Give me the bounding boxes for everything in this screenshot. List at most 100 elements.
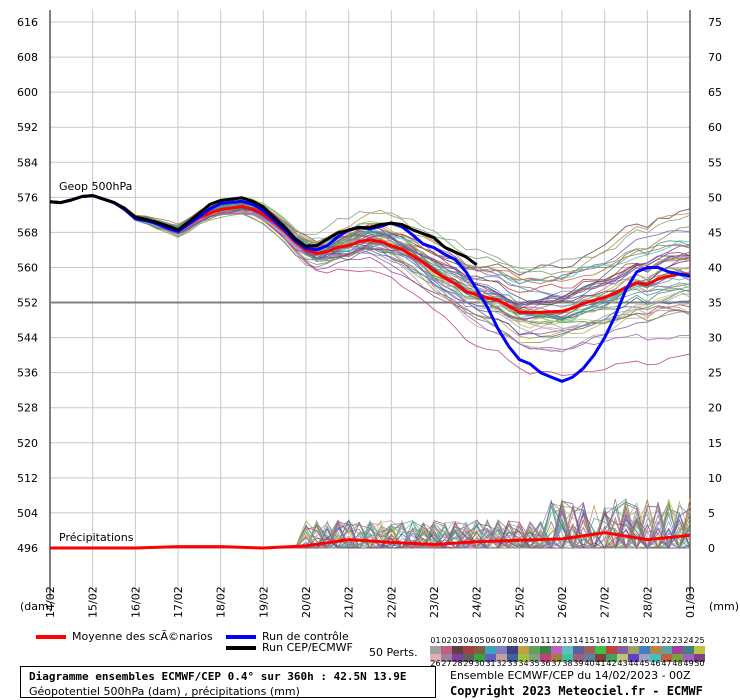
perturbation-line xyxy=(49,195,691,344)
perturbation-color-key: 01 26 02 27 03 28 04 29 05 30 06 31 07 32 08 33 09 34 10 35… xyxy=(430,636,706,668)
pert-color-swatch xyxy=(595,654,606,662)
x-tick: 21/02 xyxy=(343,586,356,618)
pert-color-swatch xyxy=(562,654,573,662)
pert-color-swatch xyxy=(562,646,573,654)
y-right-tick: 35 xyxy=(708,297,722,310)
pert-color-swatch xyxy=(474,646,485,654)
y-right-tick: 15 xyxy=(708,437,722,450)
y-left-tick: 496 xyxy=(17,542,38,555)
ensemble-chart: 6166086005925845765685605525445365285205… xyxy=(17,10,739,618)
precip-annotation: Précipitations xyxy=(59,531,134,544)
legend-mean-label: Moyenne des scÃ©narios xyxy=(72,630,213,643)
pert-color-swatch xyxy=(661,646,672,654)
pert-color-swatch xyxy=(441,646,452,654)
y-right-tick: 75 xyxy=(708,16,722,29)
y-right-tick: 30 xyxy=(708,332,722,345)
pert-number: 19 xyxy=(628,636,639,645)
pert-number: 03 xyxy=(452,636,463,645)
pert-number: 10 xyxy=(529,636,540,645)
pert-color-swatch xyxy=(606,654,617,662)
info-box: Diagramme ensembles ECMWF/CEP 0.4° sur 3… xyxy=(20,666,436,698)
y-right-tick: 20 xyxy=(708,402,722,415)
y-right-tick: 0 xyxy=(708,542,715,555)
pert-color-swatch xyxy=(485,646,496,654)
pert-number: 26 xyxy=(430,659,441,668)
pert-color-swatch xyxy=(683,654,694,662)
pert-number: 24 xyxy=(683,636,694,645)
x-tick: 28/02 xyxy=(641,586,654,618)
y-right-tick: 25 xyxy=(708,367,722,380)
x-tick: 27/02 xyxy=(599,586,612,618)
perturbation-lines xyxy=(49,194,691,550)
legend-control-swatch xyxy=(226,635,256,639)
pert-number: 29 xyxy=(463,659,474,668)
perturbation-line xyxy=(49,194,691,271)
y-left-tick: 536 xyxy=(17,367,38,380)
pert-color-swatch xyxy=(584,646,595,654)
x-tick: 22/02 xyxy=(385,586,398,618)
pert-number: 25 xyxy=(694,636,705,645)
pert-number: 05 xyxy=(474,636,485,645)
info-subtitle: Géopotentiel 500hPa (dam) , précipitatio… xyxy=(29,685,300,698)
pert-color-swatch xyxy=(529,654,540,662)
x-tick: 16/02 xyxy=(129,586,142,618)
perturbation-line xyxy=(49,195,691,318)
pert-color-swatch xyxy=(650,654,661,662)
pert-number: 06 xyxy=(485,636,496,645)
y-left-tick: 592 xyxy=(17,121,38,134)
x-tick-labels: 14/02 15/02 16/02 17/02 18/02 19/02 20/02 21/02… xyxy=(44,586,697,618)
legend-control: Run de contrôle xyxy=(226,630,349,643)
pert-number: 48 xyxy=(672,659,683,668)
pert-color-swatch xyxy=(672,654,683,662)
pert-number: 02 xyxy=(441,636,452,645)
pert-number: 07 xyxy=(496,636,507,645)
pert-number: 23 xyxy=(672,636,683,645)
y-left-tick: 560 xyxy=(17,261,38,274)
pert-number: 30 xyxy=(474,659,485,668)
copyright: Copyright 2023 Meteociel.fr - ECMWF xyxy=(450,684,703,698)
pert-number: 44 xyxy=(628,659,639,668)
pert-color-swatch xyxy=(628,646,639,654)
pert-color-swatch xyxy=(430,654,441,662)
y-right-tick: 60 xyxy=(708,121,722,134)
y-left-tick: 568 xyxy=(17,226,38,239)
geop-annotation: Geop 500hPa xyxy=(59,180,132,193)
pert-number: 49 xyxy=(683,659,694,668)
pert-color-swatch xyxy=(463,654,474,662)
y-right-tick: 10 xyxy=(708,472,722,485)
pert-color-swatch xyxy=(639,646,650,654)
pert-number: 28 xyxy=(452,659,463,668)
pert-number: 47 xyxy=(661,659,672,668)
pert-color-swatch xyxy=(573,646,584,654)
pert-number: 40 xyxy=(584,659,595,668)
pert-color-swatch xyxy=(639,654,650,662)
pert-number: 17 xyxy=(606,636,617,645)
pert-color-swatch xyxy=(551,646,562,654)
pert-color-swatch xyxy=(452,654,463,662)
pert-number: 37 xyxy=(551,659,562,668)
x-tick: 15/02 xyxy=(87,586,100,618)
perturbation-line xyxy=(49,194,691,285)
pert-color-swatch xyxy=(518,646,529,654)
pert-number: 50 xyxy=(694,659,705,668)
perts-label: 50 Perts. xyxy=(369,646,418,659)
ensemble-run-label: Ensemble ECMWF/CEP du 14/02/2023 - 00Z xyxy=(450,669,691,682)
cep-line xyxy=(49,194,478,267)
x-tick: 14/02 xyxy=(44,586,57,618)
pert-color-swatch xyxy=(606,646,617,654)
pert-color-swatch xyxy=(507,654,518,662)
y-right-tick: 50 xyxy=(708,191,722,204)
pert-color-swatch xyxy=(430,646,441,654)
chart-grid xyxy=(49,10,691,598)
y-right-tick: 65 xyxy=(708,86,722,99)
pert-color-swatch xyxy=(617,654,628,662)
pert-color-swatch xyxy=(694,654,705,662)
x-tick: 24/02 xyxy=(471,586,484,618)
x-tick: 19/02 xyxy=(257,586,270,618)
pert-number: 14 xyxy=(573,636,584,645)
pert-color-swatch xyxy=(650,646,661,654)
pert-number: 12 xyxy=(551,636,562,645)
x-tick: 20/02 xyxy=(300,586,313,618)
precip-mean-line xyxy=(50,531,691,550)
pert-number: 46 xyxy=(650,659,661,668)
